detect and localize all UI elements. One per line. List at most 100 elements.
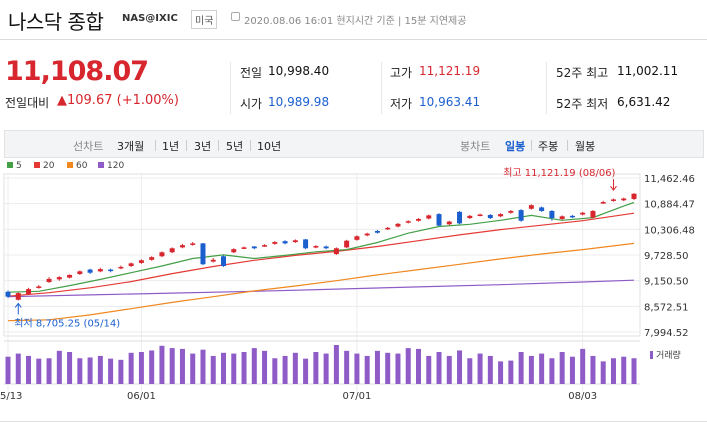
change-value: ▲109.67 (+1.00%) — [57, 93, 179, 108]
legend-label: 5 — [16, 161, 22, 171]
candle — [313, 245, 319, 249]
volume-bar — [118, 359, 124, 384]
candle-body — [364, 233, 370, 236]
legend-swatch — [34, 162, 40, 168]
volume-bar — [415, 348, 421, 384]
candle — [518, 209, 524, 222]
candle — [549, 210, 555, 221]
volume-bar — [282, 355, 288, 384]
candle — [77, 270, 83, 275]
prev-close-label: 전일 — [240, 66, 263, 80]
volume-bar — [518, 352, 524, 384]
y-tick-label: 8,572.51 — [644, 302, 689, 313]
tab-3m[interactable]: 3개월 — [117, 140, 145, 153]
high-value: 11,121.19 — [419, 64, 481, 78]
volume-bar — [385, 352, 391, 384]
volume-bar — [549, 358, 555, 384]
tab-candle-chart[interactable]: 봉차트 — [460, 140, 491, 153]
prev-close-value: 10,998.40 — [268, 64, 330, 78]
candle — [559, 215, 565, 220]
candle-body — [149, 257, 155, 260]
candle-body — [15, 293, 21, 300]
tab-5y[interactable]: 5년 — [226, 140, 244, 153]
candle — [221, 255, 227, 267]
legend-label: 20 — [43, 161, 55, 171]
candle — [477, 213, 483, 217]
y-tick-label: 10,884.47 — [644, 200, 695, 211]
candle-body — [169, 248, 175, 253]
volume-bar — [600, 361, 606, 384]
tab-1y[interactable]: 1년 — [162, 140, 180, 153]
volume-bar — [436, 352, 442, 384]
candle-body — [528, 205, 534, 209]
volume-bar — [292, 352, 298, 384]
volume-bar — [374, 350, 380, 384]
volume-bar — [15, 353, 21, 384]
candle — [569, 214, 575, 219]
candle-body — [467, 215, 473, 219]
divider — [250, 140, 251, 151]
candle — [292, 239, 298, 243]
candle — [405, 220, 411, 224]
tab-3y[interactable]: 3년 — [194, 140, 212, 153]
volume-bar — [179, 348, 185, 384]
low-value: 10,963.41 — [419, 95, 481, 109]
legend-label: 60 — [76, 161, 88, 171]
candle-body — [498, 214, 504, 217]
volume-bar — [323, 353, 329, 384]
candle — [46, 277, 52, 283]
volume-bar — [395, 353, 401, 384]
tab-monthly[interactable]: 월봉 — [575, 140, 596, 153]
legend-ma120: 120 — [98, 161, 124, 171]
volume-bar — [241, 352, 247, 384]
index-code: NAS@IXIC — [122, 13, 178, 24]
legend-swatch — [67, 162, 73, 168]
max-annotation: 최고 11,121.19 (08/06) — [503, 167, 615, 179]
candle — [436, 213, 442, 227]
high-label: 고가 — [390, 66, 413, 80]
candle-body — [549, 210, 555, 219]
volume-bar — [138, 352, 144, 384]
open-value: 10,989.98 — [268, 95, 330, 109]
volume-bar — [621, 356, 627, 384]
candle — [426, 214, 432, 220]
volume-bar — [5, 356, 11, 384]
candle — [128, 262, 134, 267]
current-price: 11,108.07 — [5, 56, 149, 87]
low52-label: 52주 최저 — [556, 97, 609, 111]
price-chart[interactable]: 11,462.46 10,884.47 10,306.48 9,728.50 9,150… — [0, 158, 707, 421]
candle-body — [5, 291, 11, 297]
candle — [446, 220, 452, 226]
min-annotation: 최저 8,705.25 (05/14) — [14, 317, 120, 329]
ma120-line — [7, 279, 635, 298]
candle — [87, 268, 93, 275]
tab-line-chart[interactable]: 선차트 — [73, 140, 104, 153]
candle-body — [303, 239, 309, 249]
max-arrow-head — [610, 185, 617, 191]
candle — [251, 246, 257, 250]
volume-bar — [97, 355, 103, 384]
candle — [56, 276, 62, 281]
volume-bar — [344, 350, 350, 384]
candle-body — [138, 260, 144, 263]
candle-body — [231, 249, 237, 253]
tab-daily[interactable]: 일봉 — [505, 140, 526, 153]
volume-bar — [159, 345, 165, 384]
candle-body — [108, 269, 114, 272]
tab-weekly[interactable]: 주봉 — [538, 140, 559, 153]
volume-bar — [190, 353, 196, 384]
candle — [333, 247, 339, 255]
x-tick-label: 05/13 — [0, 391, 22, 402]
legend-ma20: 20 — [34, 161, 54, 171]
x-tick-label: 07/01 — [343, 391, 372, 402]
candle — [395, 222, 401, 228]
tab-10y[interactable]: 10년 — [257, 140, 282, 153]
candle-body — [539, 207, 545, 211]
candle — [210, 258, 216, 263]
candle-body — [559, 216, 565, 219]
candle-body — [292, 240, 298, 243]
volume-bar — [631, 358, 637, 384]
candle-body — [97, 269, 103, 272]
candle — [179, 243, 185, 249]
candle-body — [323, 246, 329, 249]
